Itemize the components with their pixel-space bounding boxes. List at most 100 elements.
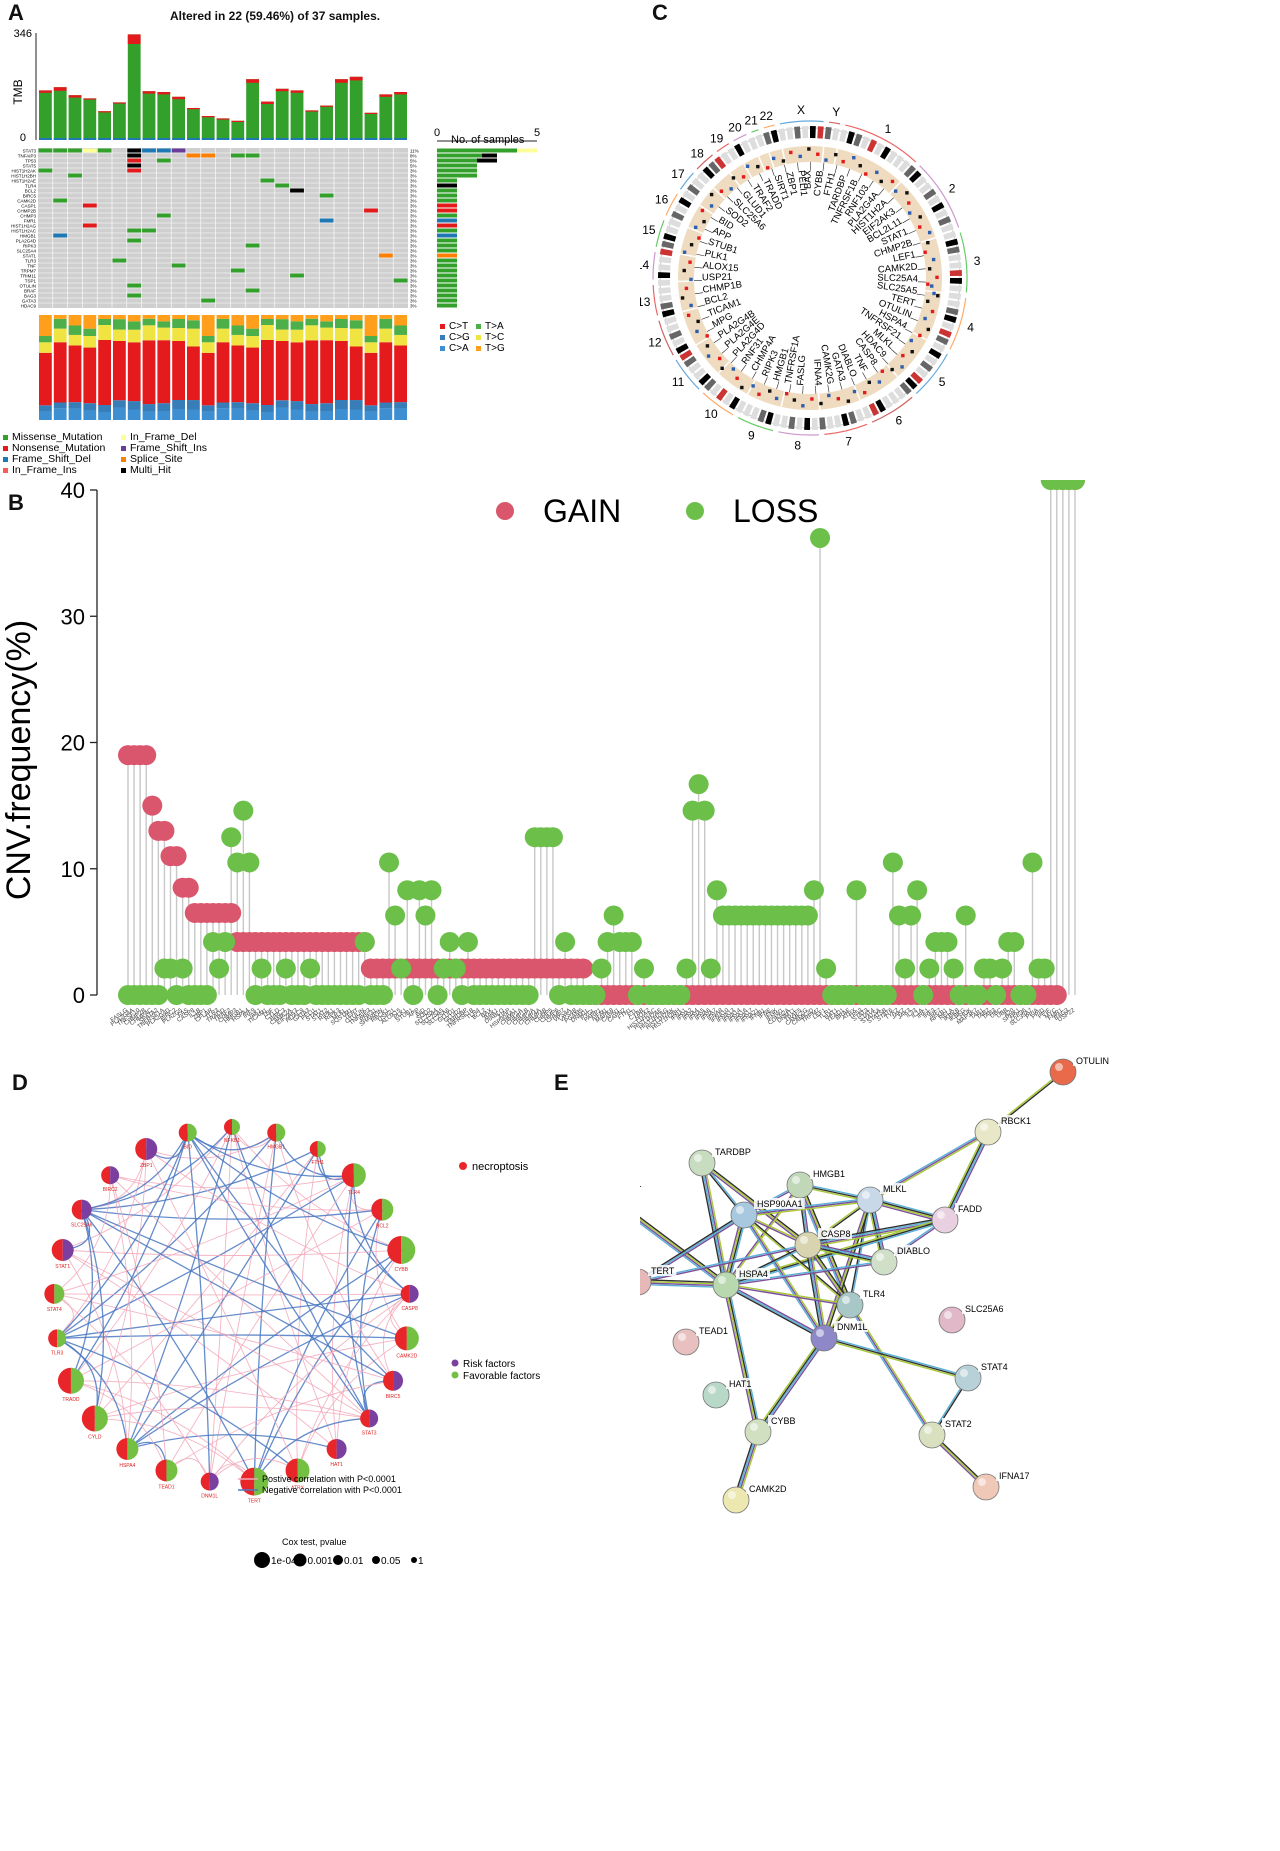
snv-legend-swatch — [476, 335, 481, 340]
grid-cell — [201, 298, 216, 303]
ppi-node-highlight — [792, 1176, 800, 1184]
loss-point — [907, 880, 928, 901]
snv-legend-swatch — [440, 324, 445, 329]
grid-cell — [156, 148, 171, 153]
tmb-bar — [231, 120, 245, 140]
grid-cell — [245, 288, 260, 293]
negative-edge — [346, 1175, 370, 1419]
node-right-half — [166, 1459, 178, 1482]
node-left-half — [224, 1119, 232, 1135]
titv-segment — [68, 402, 82, 409]
titv-segment — [142, 411, 156, 420]
ideogram-band — [780, 415, 789, 429]
titv-segment — [394, 315, 407, 326]
cnv-dot — [731, 367, 736, 371]
ppi-node — [856, 1186, 884, 1214]
tmb-bar-top — [83, 98, 97, 100]
cnv-dot — [836, 397, 841, 401]
titv-segment — [349, 346, 363, 401]
chrom-label: 4 — [967, 320, 974, 334]
gene-sample-bar — [437, 223, 457, 228]
node-left-half — [116, 1438, 128, 1461]
y-tick-label: 40 — [61, 480, 85, 503]
cnv-dot — [684, 286, 689, 291]
gene-percent: 3% — [410, 189, 417, 194]
gene-label: HIST1H2AE — [11, 179, 36, 184]
positive-edge — [145, 1148, 298, 1471]
ideogram-band — [948, 254, 961, 262]
ideogram-band — [949, 278, 962, 284]
ppi-edge — [850, 1200, 872, 1306]
gene-label: BRAF — [24, 289, 36, 294]
titv-segment — [275, 400, 289, 408]
ppi-edge — [743, 1214, 825, 1339]
node-left-half — [57, 1367, 71, 1394]
ppi-edge — [726, 1262, 885, 1287]
gene-label: STAT5 — [23, 164, 37, 169]
titv-segment — [305, 404, 319, 412]
ideogram-band — [755, 134, 765, 148]
tmb-bar — [68, 95, 82, 140]
titv-segment — [261, 325, 274, 340]
ideogram-band — [727, 147, 739, 161]
panel-a-title: Altered in 22 (59.46%) of 37 samples. — [170, 9, 381, 23]
chrom-label: 12 — [648, 336, 662, 350]
titv-segment — [187, 315, 200, 321]
gene-tick — [736, 187, 743, 195]
tmb-bar-top — [349, 76, 363, 81]
gene-sample-bar — [477, 158, 497, 163]
ppi-node-highlight — [944, 1311, 952, 1319]
snv-legend-swatch — [440, 335, 445, 340]
ideogram-band — [831, 127, 840, 141]
ppi-node-highlight — [678, 1333, 686, 1341]
grid-cell — [82, 223, 97, 228]
positive-edge — [94, 1418, 255, 1482]
ideogram-band — [786, 127, 794, 140]
titv-segment — [142, 318, 156, 326]
node-left-half — [240, 1467, 255, 1496]
panel-c-label: C — [652, 0, 668, 25]
ppi-edge — [807, 1218, 945, 1245]
titv-segment — [275, 329, 289, 341]
ideogram-band — [943, 314, 957, 323]
titv-segment — [349, 320, 363, 329]
grid-cell — [275, 183, 290, 188]
cnv-dot — [927, 230, 932, 235]
negative-edge — [187, 1132, 211, 1482]
grid-cell — [201, 153, 216, 158]
cnv-x-label: APP — [407, 1008, 420, 1020]
titv-segment — [83, 410, 97, 420]
cox-legend-label: 0.05 — [381, 1556, 401, 1567]
ppi-node-highlight — [978, 1478, 986, 1486]
positive-edge — [62, 1249, 402, 1256]
ideogram-band — [688, 361, 702, 374]
gene-tick — [752, 371, 757, 379]
ppi-edge — [755, 1336, 823, 1432]
cnv-dot — [735, 376, 739, 381]
ppi-edge — [640, 1245, 809, 1284]
loss-point — [803, 880, 824, 901]
tmb-bar-top — [201, 116, 215, 118]
gene-label: BAG3 — [24, 294, 37, 299]
ppi-node — [972, 1473, 1000, 1501]
grid-cell — [245, 153, 260, 158]
negative-edge — [81, 1132, 189, 1211]
cnv-dot — [798, 154, 802, 159]
ppi-edge — [724, 1285, 824, 1341]
ppi-label-bg — [894, 1245, 934, 1256]
chrom-label: 19 — [710, 131, 724, 145]
negative-edge — [57, 1334, 407, 1340]
gene-label: STAT1 — [23, 254, 37, 259]
loss-point — [992, 958, 1013, 979]
grid-cell — [290, 273, 304, 278]
titv-segment — [305, 318, 319, 326]
ideogram-band — [668, 329, 683, 340]
ppi-node-highlight — [960, 1369, 968, 1377]
ideogram-band — [905, 376, 918, 390]
gene-percent: 3% — [410, 254, 417, 259]
titv-segment — [157, 411, 171, 420]
negative-edge — [81, 1208, 383, 1220]
ideogram-band — [750, 406, 760, 420]
negative-edge — [187, 1132, 370, 1419]
node-left-half — [135, 1138, 147, 1161]
